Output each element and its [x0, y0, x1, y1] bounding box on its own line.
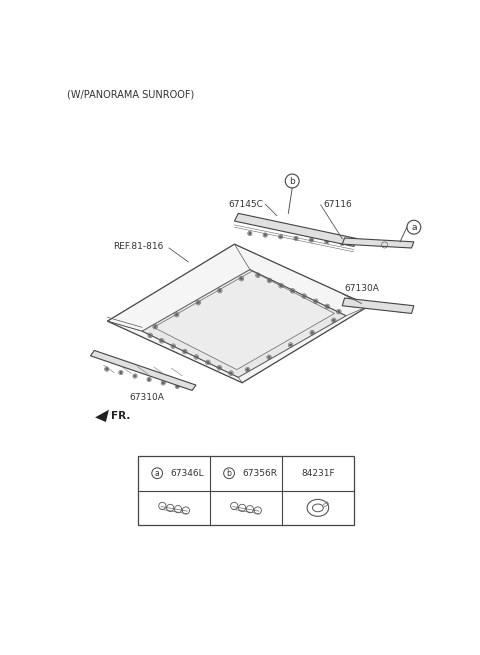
Circle shape	[176, 314, 178, 316]
Circle shape	[184, 350, 186, 352]
Text: 67310A: 67310A	[129, 393, 164, 402]
Circle shape	[269, 280, 270, 282]
Circle shape	[172, 345, 174, 347]
Text: 67145C: 67145C	[229, 200, 264, 208]
Text: REF.81-816: REF.81-816	[114, 242, 164, 251]
Circle shape	[311, 239, 312, 241]
Circle shape	[292, 290, 293, 291]
Circle shape	[149, 335, 151, 336]
Circle shape	[257, 274, 259, 276]
Circle shape	[207, 362, 209, 364]
Text: 67130A: 67130A	[345, 284, 379, 293]
Circle shape	[315, 300, 317, 302]
Circle shape	[134, 375, 136, 377]
Circle shape	[368, 306, 370, 308]
Ellipse shape	[307, 499, 329, 516]
Text: (W/PANORAMA SUNROOF): (W/PANORAMA SUNROOF)	[67, 89, 194, 100]
Circle shape	[333, 320, 335, 322]
Circle shape	[195, 356, 197, 358]
Circle shape	[341, 242, 343, 244]
Circle shape	[161, 340, 163, 342]
Text: b: b	[289, 176, 295, 185]
Circle shape	[120, 371, 122, 373]
Circle shape	[384, 308, 385, 309]
Circle shape	[268, 356, 270, 358]
FancyBboxPatch shape	[138, 456, 354, 525]
Circle shape	[353, 304, 355, 306]
Ellipse shape	[312, 504, 323, 512]
Circle shape	[106, 368, 108, 370]
Circle shape	[218, 367, 220, 369]
Polygon shape	[342, 298, 414, 314]
Circle shape	[249, 233, 251, 234]
Text: FR.: FR.	[111, 411, 131, 421]
Circle shape	[230, 372, 232, 374]
Circle shape	[303, 295, 305, 297]
Polygon shape	[90, 350, 196, 390]
Circle shape	[312, 332, 313, 333]
Text: 84231F: 84231F	[301, 469, 335, 477]
Text: 67356R: 67356R	[242, 469, 277, 477]
Circle shape	[197, 302, 199, 304]
Circle shape	[280, 285, 282, 286]
Circle shape	[326, 241, 328, 242]
Circle shape	[162, 382, 164, 384]
Polygon shape	[342, 238, 414, 248]
Text: a: a	[155, 469, 159, 477]
Circle shape	[247, 369, 249, 371]
Circle shape	[219, 290, 221, 291]
Text: b: b	[227, 469, 231, 477]
Circle shape	[240, 278, 242, 280]
Polygon shape	[108, 244, 369, 383]
Circle shape	[326, 305, 328, 307]
Circle shape	[264, 234, 266, 236]
Circle shape	[399, 309, 401, 311]
Circle shape	[338, 310, 340, 312]
Polygon shape	[142, 270, 346, 377]
Circle shape	[280, 236, 282, 238]
Circle shape	[290, 344, 291, 346]
Polygon shape	[154, 271, 335, 369]
Circle shape	[154, 326, 156, 328]
Polygon shape	[234, 214, 358, 246]
Circle shape	[177, 386, 178, 387]
Text: 67116: 67116	[323, 200, 352, 208]
Circle shape	[295, 238, 297, 239]
Polygon shape	[95, 409, 109, 422]
Text: 67346L: 67346L	[170, 469, 204, 477]
Circle shape	[148, 379, 150, 381]
Text: a: a	[411, 223, 417, 232]
